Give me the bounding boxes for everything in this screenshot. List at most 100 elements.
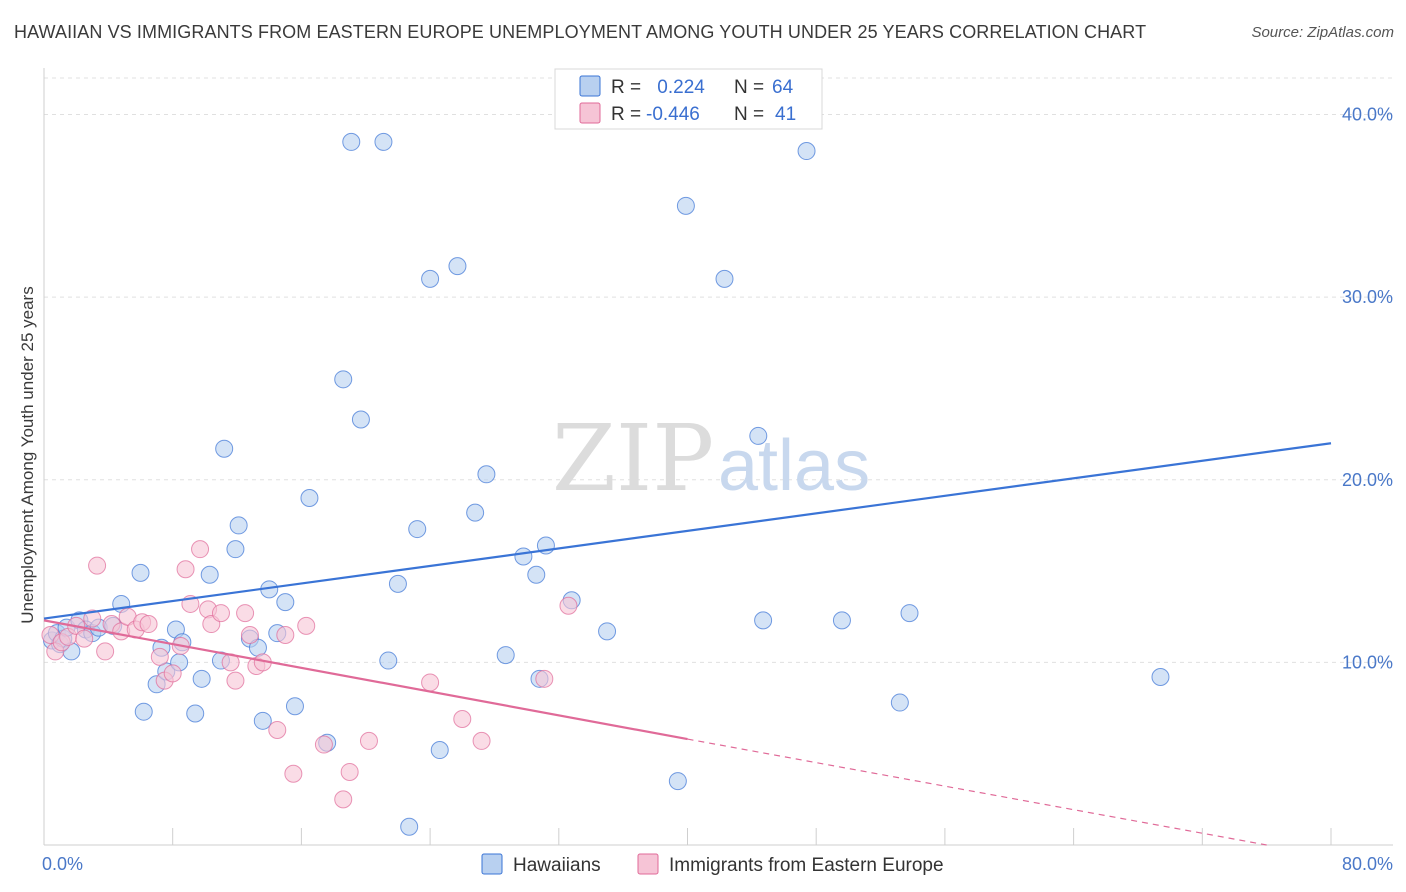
eastern-europe-point-26 xyxy=(226,671,245,690)
legend-label-eastern-europe: Immigrants from Eastern Europe xyxy=(669,855,944,876)
hawaiian-point-29 xyxy=(253,711,272,730)
legend-n-label-1: N = xyxy=(734,77,764,98)
correlation-legend: R = 0.224 N = 64 R = -0.446 N = 41 xyxy=(554,68,823,130)
hawaiian-point-62 xyxy=(832,611,851,630)
hawaiian-point-63 xyxy=(890,693,909,712)
hawaiian-point-56 xyxy=(668,772,687,791)
watermark-zip: ZIP xyxy=(552,405,714,512)
eastern-europe-point-14 xyxy=(139,615,158,634)
watermark: ZIP atlas xyxy=(552,405,870,512)
hawaiian-point-58 xyxy=(715,269,734,288)
eastern-europe-point-41 xyxy=(472,731,491,750)
hawaiian-point-34 xyxy=(300,489,319,508)
eastern-europe-point-32 xyxy=(276,625,295,644)
eastern-europe-point-28 xyxy=(240,625,259,644)
hawaiian-point-38 xyxy=(351,410,370,429)
legend-n-value-2: 41 xyxy=(775,104,796,125)
legend-n-value-1: 64 xyxy=(772,77,794,98)
eastern-europe-point-42 xyxy=(535,669,554,688)
series-legend: Hawaiians Immigrants from Eastern Europe xyxy=(481,853,944,876)
hawaiian-point-57 xyxy=(676,196,695,215)
legend-r-label-1: R = xyxy=(611,77,641,98)
hawaiian-point-55 xyxy=(598,622,617,641)
hawaiian-point-65 xyxy=(1151,667,1170,686)
y-axis-label: Unemployment Among Youth under 25 years xyxy=(18,286,37,623)
eastern-europe-point-36 xyxy=(334,790,353,809)
hawaiian-point-61 xyxy=(797,142,816,161)
legend-swatch-hawaiians xyxy=(481,853,503,875)
chart-title: HAWAIIAN VS IMMIGRANTS FROM EASTERN EURO… xyxy=(14,22,1147,42)
eastern-europe-point-33 xyxy=(284,764,303,783)
y-tick-label-20: 20.0% xyxy=(1342,470,1393,490)
hawaiian-point-26 xyxy=(229,516,248,535)
hawaiian-point-59 xyxy=(749,426,768,445)
eastern-europe-point-27 xyxy=(236,604,255,623)
legend-swatch-blue xyxy=(579,75,601,97)
y-tick-label-40: 40.0% xyxy=(1342,105,1393,125)
trend-lines xyxy=(43,442,1332,846)
hawaiian-point-22 xyxy=(200,565,219,584)
eastern-europe-point-38 xyxy=(359,731,378,750)
eastern-europe-point-39 xyxy=(421,673,440,692)
eastern-europe-trend-line xyxy=(43,619,688,741)
eastern-europe-point-7 xyxy=(88,556,107,575)
legend-n-label-2: N = xyxy=(734,104,764,125)
hawaiian-point-33 xyxy=(285,697,304,716)
y-tick-labels: 10.0% 20.0% 30.0% 40.0% xyxy=(1342,105,1393,673)
eastern-europe-point-40 xyxy=(453,709,472,728)
hawaiian-point-12 xyxy=(131,563,150,582)
legend-label-hawaiians: Hawaiians xyxy=(513,855,601,876)
hawaiian-point-50 xyxy=(514,547,533,566)
x-tick-min: 0.0% xyxy=(42,854,83,874)
legend-r-value-1: 0.224 xyxy=(652,77,705,98)
hawaiian-point-21 xyxy=(192,669,211,688)
hawaiian-point-41 xyxy=(388,574,407,593)
eastern-europe-point-43 xyxy=(559,596,578,615)
hawaiian-point-60 xyxy=(754,611,773,630)
hawaiian-point-25 xyxy=(226,540,245,559)
hawaiian-point-13 xyxy=(134,702,153,721)
eastern-europe-point-8 xyxy=(96,642,115,661)
eastern-europe-point-35 xyxy=(314,735,333,754)
legend-r-value-2: -0.446 xyxy=(646,104,700,125)
hawaiian-point-37 xyxy=(342,132,361,151)
hawaiian-point-47 xyxy=(466,503,485,522)
hawaiian-point-39 xyxy=(374,132,393,151)
hawaiian-point-46 xyxy=(448,257,467,276)
hawaiian-trend-line xyxy=(43,442,1332,620)
legend-swatch-eastern-europe xyxy=(637,853,659,875)
hawaiian-point-36 xyxy=(334,370,353,389)
eastern-europe-point-15 xyxy=(150,647,169,666)
legend-swatch-pink xyxy=(579,102,601,124)
x-tick-max: 80.0% xyxy=(1342,854,1393,874)
source-label: Source: ZipAtlas.com xyxy=(1251,24,1394,41)
eastern-europe-point-31 xyxy=(268,720,287,739)
eastern-europe-point-19 xyxy=(176,560,195,579)
hawaiian-point-24 xyxy=(215,439,234,458)
eastern-europe-point-37 xyxy=(340,762,359,781)
axes xyxy=(43,68,1393,846)
hawaiian-point-49 xyxy=(496,646,515,665)
hawaiian-point-64 xyxy=(900,604,919,623)
watermark-atlas: atlas xyxy=(718,426,870,506)
hawaiian-point-20 xyxy=(186,704,205,723)
hawaiian-point-32 xyxy=(276,593,295,612)
grid xyxy=(44,77,1393,663)
eastern-europe-point-21 xyxy=(191,540,210,559)
hawaiian-point-40 xyxy=(379,651,398,670)
legend-r-label-2: R = xyxy=(611,104,641,125)
hawaiian-point-48 xyxy=(477,465,496,484)
eastern-europe-point-24 xyxy=(211,604,230,623)
eastern-europe-point-6 xyxy=(83,609,102,628)
hawaiian-point-51 xyxy=(527,565,546,584)
eastern-europe-trend-extension xyxy=(687,738,1267,846)
hawaiian-point-44 xyxy=(421,269,440,288)
eastern-europe-point-17 xyxy=(163,664,182,683)
y-tick-label-30: 30.0% xyxy=(1342,287,1393,307)
hawaiian-point-43 xyxy=(408,520,427,539)
hawaiian-point-45 xyxy=(430,741,449,760)
eastern-europe-point-5 xyxy=(75,629,94,648)
eastern-europe-point-34 xyxy=(297,616,316,635)
y-tick-label-10: 10.0% xyxy=(1342,652,1393,672)
